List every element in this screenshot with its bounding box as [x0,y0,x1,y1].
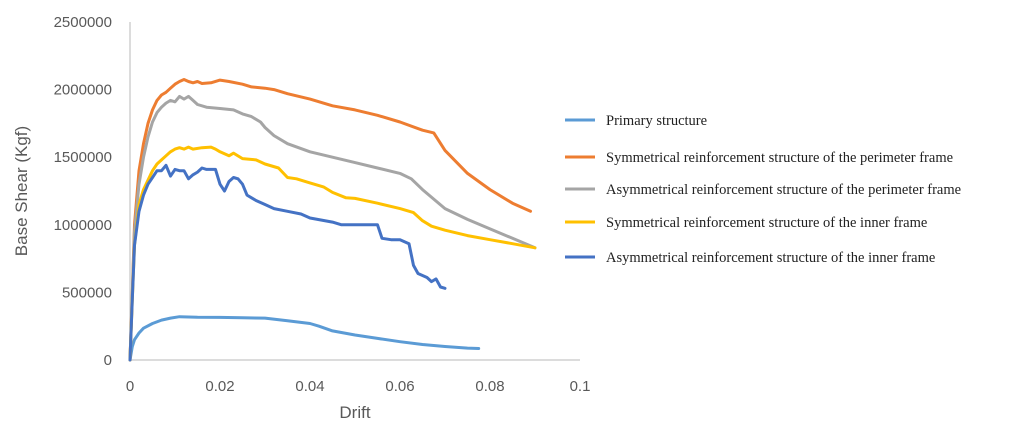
x-tick-label: 0.02 [205,378,234,395]
x-tick-label: 0.04 [295,378,324,395]
y-axis-title: Base Shear (Kgf) [12,126,31,256]
legend-label: Asymmetrical reinforcement structure of … [606,182,961,198]
series-line-3 [128,94,537,362]
series-line-1 [128,315,481,362]
y-tick-label: 2000000 [54,82,112,99]
y-tick-label: 1500000 [54,149,112,166]
x-tick-label: 0.06 [385,378,414,395]
y-tick-label: 500000 [62,284,112,301]
series-line-4 [128,145,537,362]
series-line-5 [128,163,447,362]
y-tick-label: 2500000 [54,14,112,31]
legend-label: Asymmetrical reinforcement structure of … [606,250,935,266]
legend: Primary structure Symmetrical reinforceme… [565,113,961,266]
legend-label: Symmetrical reinforcement structure of t… [606,150,953,166]
x-axis-ticks: 0 0.02 0.04 0.06 0.08 0.1 [126,378,591,395]
x-tick-label: 0.08 [475,378,504,395]
legend-label: Symmetrical reinforcement structure of t… [606,215,927,231]
y-tick-label: 1000000 [54,217,112,234]
series-layer [128,78,537,362]
y-tick-label: 0 [104,352,112,369]
x-tick-label: 0.1 [570,378,591,395]
legend-label: Primary structure [606,113,707,129]
x-axis-title: Drift [339,403,370,422]
series-line-2 [128,78,532,362]
x-tick-label: 0 [126,378,134,395]
y-axis-ticks: 0 500000 1000000 1500000 2000000 2500000 [54,14,112,369]
